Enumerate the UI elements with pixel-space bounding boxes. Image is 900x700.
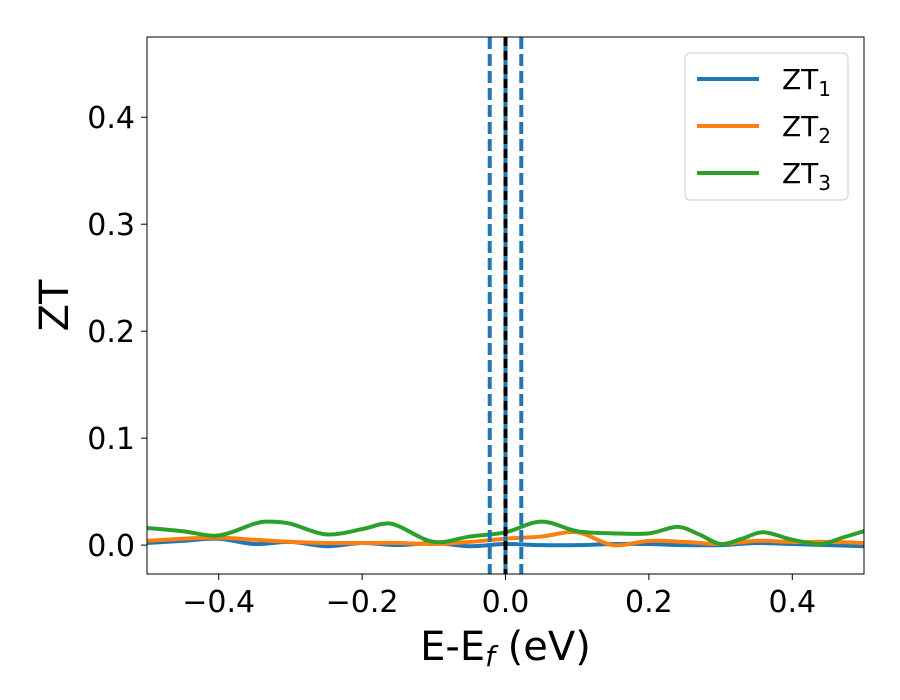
x-axis-label-main: E-E xyxy=(420,624,485,670)
series-line-3 xyxy=(147,519,864,547)
x-axis-label: E-Ef (eV) xyxy=(420,624,591,673)
y-tick-label: 0.0 xyxy=(87,529,135,564)
plot-frame xyxy=(146,36,865,575)
legend-label-1: ZT1 xyxy=(782,63,831,101)
y-tick-label: 0.1 xyxy=(87,422,135,457)
x-tick-label: −0.2 xyxy=(326,585,399,620)
x-tick-label: 0.0 xyxy=(482,585,530,620)
x-tick-label: 0.2 xyxy=(625,585,673,620)
y-axis-label: ZT xyxy=(32,279,78,331)
x-axis-label-unit: (eV) xyxy=(495,624,591,670)
x-tick-label: −0.4 xyxy=(182,585,255,620)
legend: ZT1 ZT2 ZT3 xyxy=(684,52,849,201)
legend-label-3: ZT3 xyxy=(782,157,831,195)
plot-lines xyxy=(147,37,864,574)
legend-box xyxy=(684,52,849,201)
y-tick-label: 0.4 xyxy=(87,101,135,136)
x-axis-ticks: −0.4 −0.2 0.0 0.2 0.4 xyxy=(182,574,816,620)
y-tick-label: 0.2 xyxy=(87,315,135,350)
y-tick-label: 0.3 xyxy=(87,208,135,243)
y-axis-ticks: 0.0 0.1 0.2 0.3 0.4 xyxy=(87,101,147,564)
legend-label-2: ZT2 xyxy=(782,110,831,148)
x-tick-label: 0.4 xyxy=(768,585,816,620)
